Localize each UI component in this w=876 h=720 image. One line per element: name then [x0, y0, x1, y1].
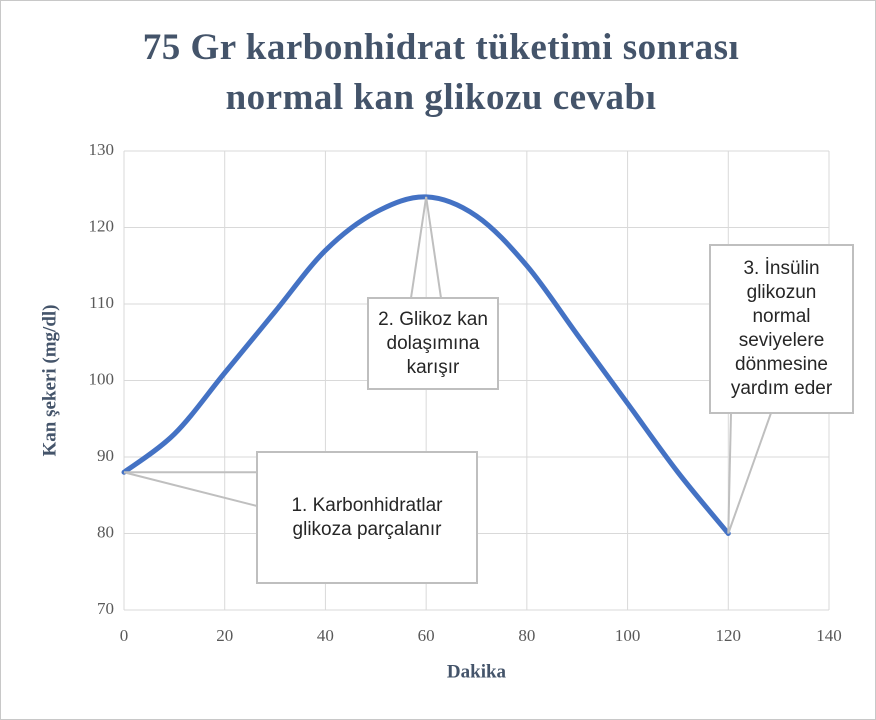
leader-line — [727, 412, 772, 534]
y-tick-label: 120 — [89, 216, 115, 235]
x-tick-label: 140 — [816, 626, 842, 645]
x-tick-label: 60 — [418, 626, 435, 645]
y-tick-label: 90 — [97, 446, 114, 465]
leader-line — [425, 196, 442, 299]
data-line — [121, 194, 731, 536]
x-tick-label: 80 — [518, 626, 535, 645]
x-tick-label: 100 — [615, 626, 641, 645]
chart-title: 75 Gr karbonhidrat tüketimi sonrası norm… — [142, 27, 740, 118]
leader-line — [727, 412, 732, 534]
annotation: 3. İnsülin glikozun normal seviyelere dö… — [709, 244, 854, 414]
y-tick-label: 110 — [89, 293, 114, 312]
y-tick-label: 130 — [89, 140, 115, 159]
leader-line — [123, 471, 258, 507]
annotation: 2. Glikoz kan dolaşımına karışır — [367, 297, 499, 390]
x-tick-label: 40 — [317, 626, 334, 645]
y-tick-label: 80 — [97, 522, 114, 541]
y-tick-label: 70 — [97, 599, 114, 618]
leader-line — [410, 196, 428, 299]
x-tick-label: 120 — [716, 626, 742, 645]
x-tick-label: 0 — [120, 626, 129, 645]
x-tick-label: 20 — [216, 626, 233, 645]
y-axis-label: Kan şekeri (mg/dl) — [39, 305, 60, 457]
annotation: 1. Karbonhidratlar glikoza parçalanır — [256, 451, 478, 584]
x-axis-label: Dakika — [447, 661, 507, 682]
y-tick-label: 100 — [89, 369, 115, 388]
